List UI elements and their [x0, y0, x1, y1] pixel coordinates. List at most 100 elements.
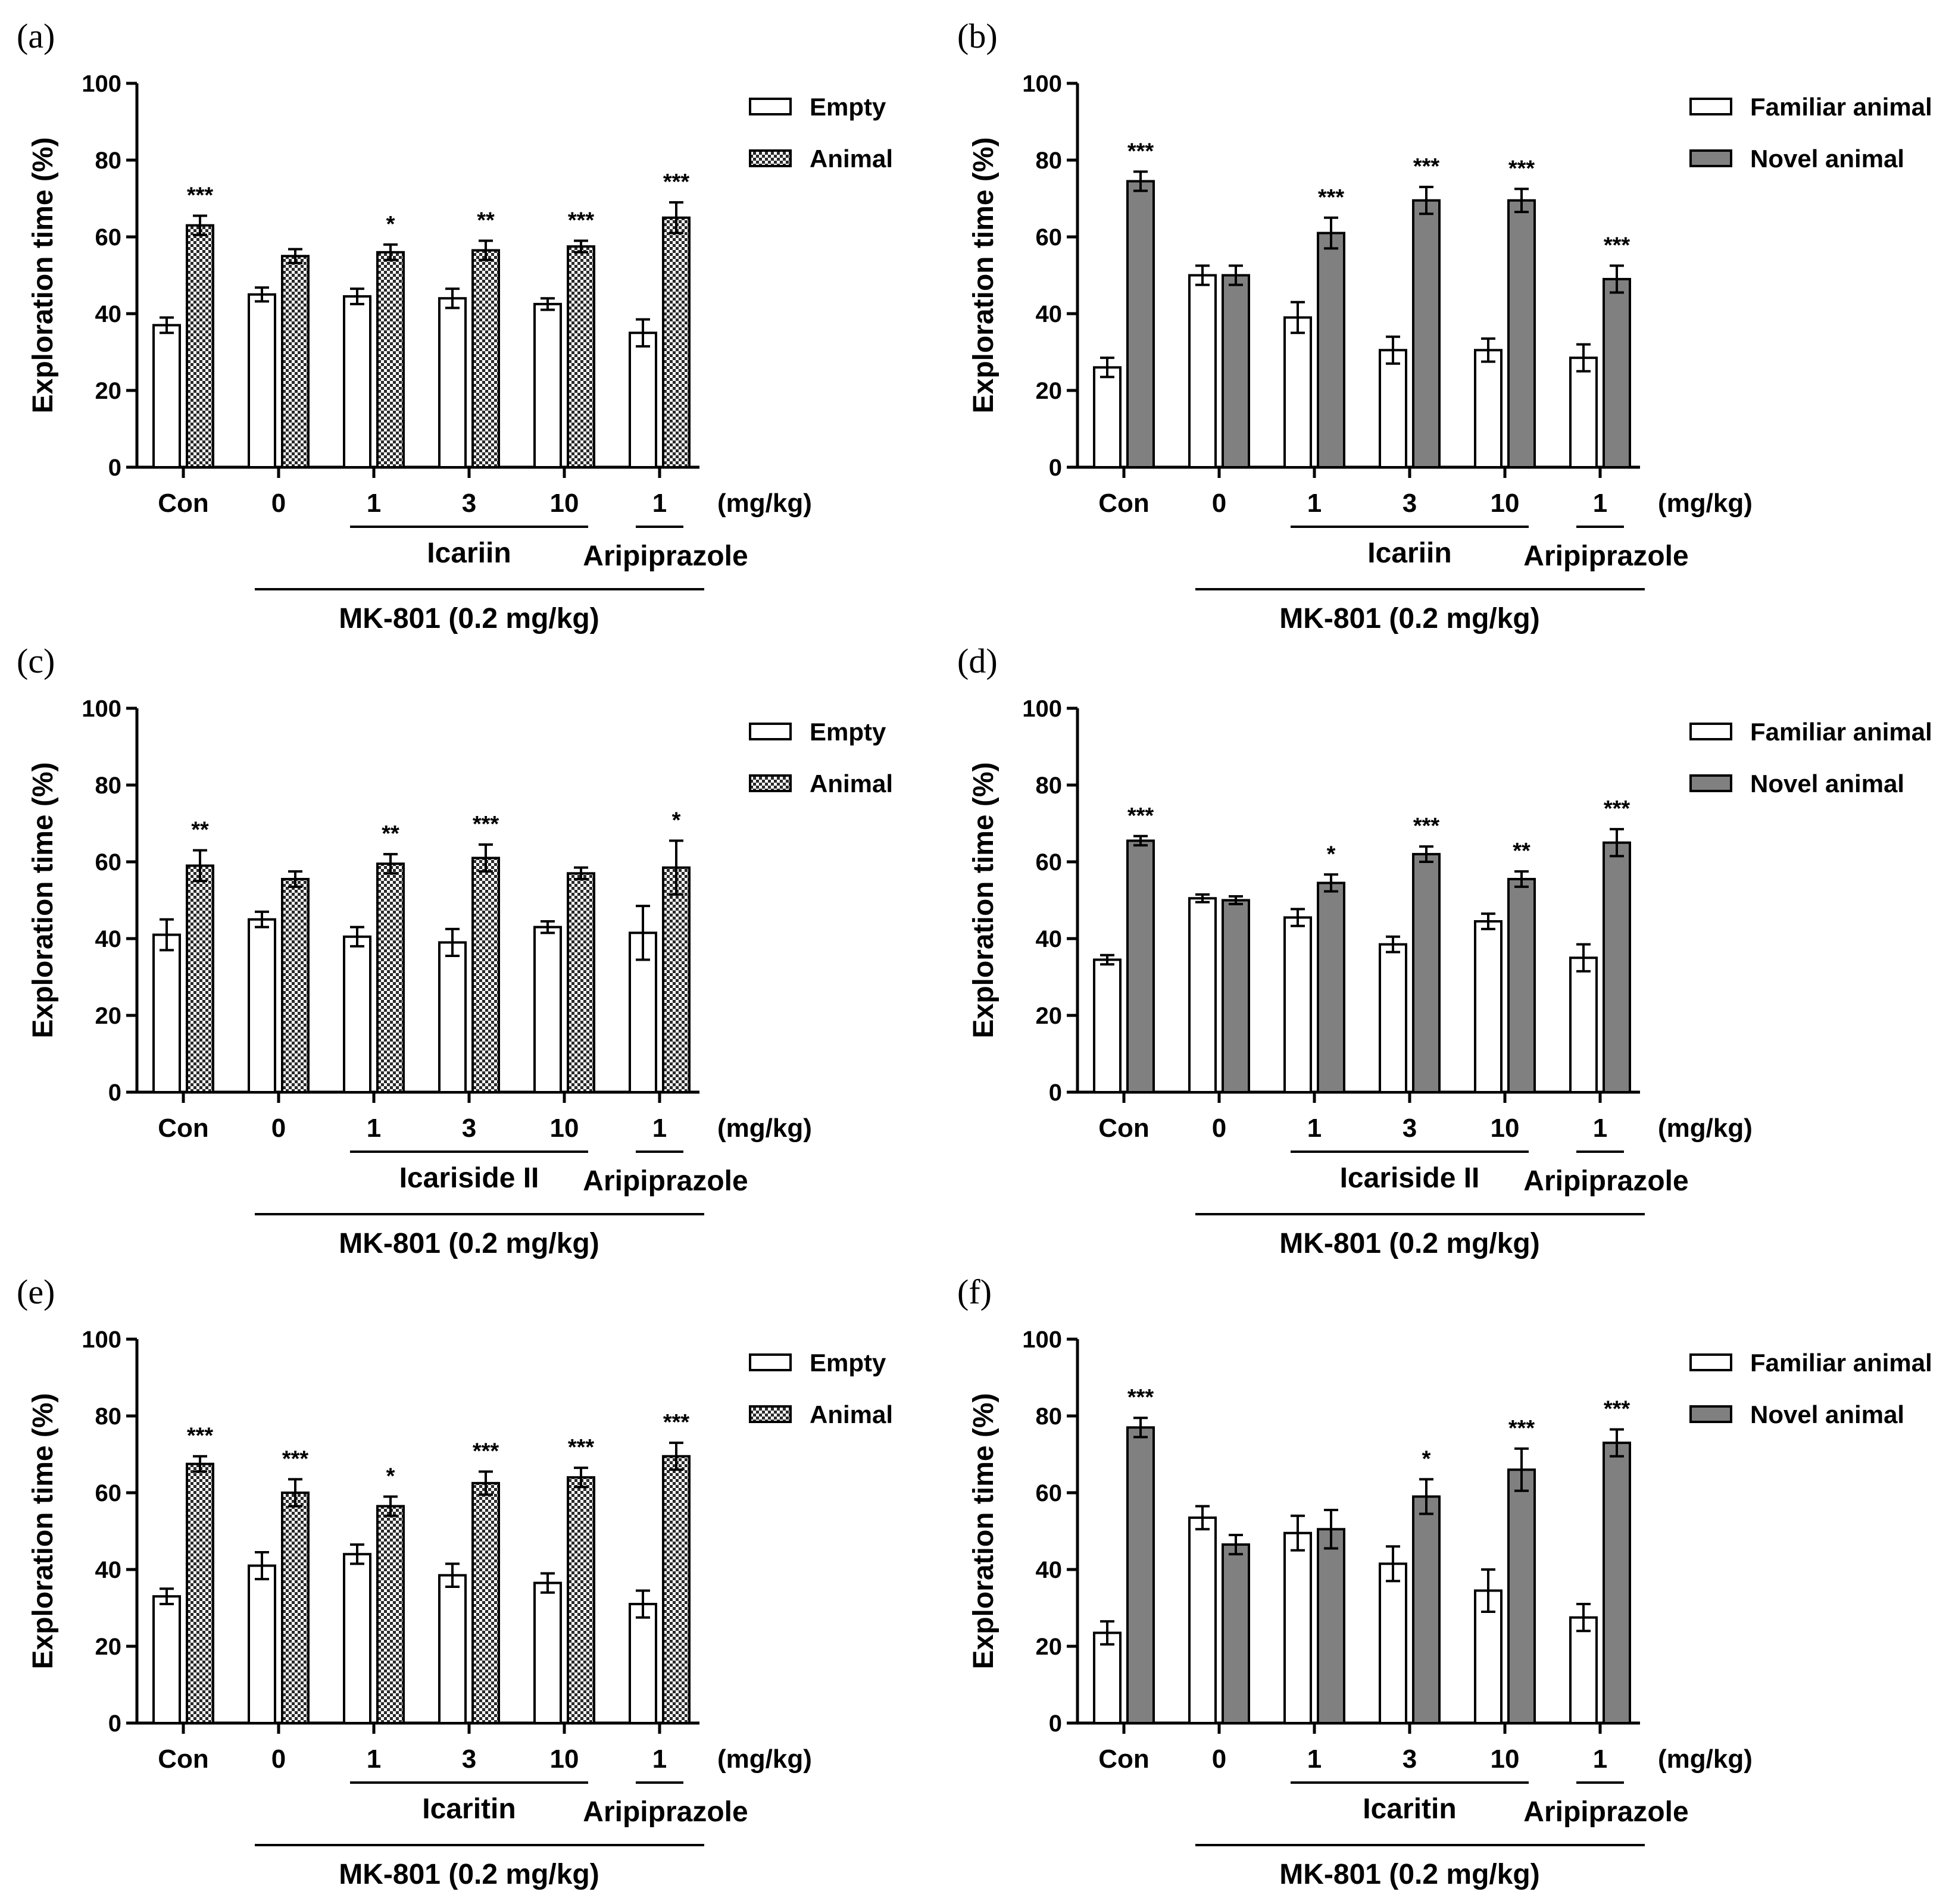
reference-drug-label: Aripiprazole — [1523, 1796, 1688, 1828]
unit-label: (mg/kg) — [1658, 489, 1753, 518]
bar — [1283, 1531, 1312, 1724]
x-tick-label: 0 — [1212, 1744, 1226, 1774]
panel-label: (c) — [17, 642, 55, 680]
bar — [1507, 878, 1536, 1093]
significance-marker: *** — [282, 1446, 309, 1471]
y-tick-label: 40 — [1036, 301, 1063, 327]
x-tick-label: 0 — [271, 1114, 286, 1143]
bar — [1317, 881, 1345, 1093]
mk801-label: MK-801 (0.2 mg/kg) — [1279, 603, 1539, 634]
bar — [662, 216, 691, 468]
bar — [281, 255, 310, 468]
bar — [1283, 916, 1312, 1093]
bar — [186, 1462, 214, 1724]
chart-a: (a) 0 20 40 60 80 100 Exploration time (%) Con 0 1… — [17, 17, 893, 634]
y-tick-label: 80 — [1036, 773, 1063, 799]
bar — [1222, 274, 1250, 468]
unit-label: (mg/kg) — [717, 1114, 812, 1143]
y-tick-label: 40 — [1036, 926, 1063, 952]
bar — [629, 1603, 657, 1724]
y-tick-label: 80 — [1036, 1403, 1063, 1430]
bar — [152, 324, 181, 468]
bar — [1507, 1468, 1536, 1724]
legend-label: Empty — [810, 1349, 886, 1377]
legend-label: Novel animal — [1750, 1400, 1904, 1428]
unit-label: (mg/kg) — [717, 489, 812, 518]
significance-marker: *** — [568, 208, 595, 233]
y-tick-label: 20 — [1036, 1634, 1063, 1660]
y-tick-label: 40 — [95, 301, 122, 327]
bar — [629, 332, 657, 468]
bar — [533, 302, 562, 468]
reference-drug-label: Aripiprazole — [1523, 1165, 1688, 1197]
x-tick-label: 3 — [462, 1114, 476, 1143]
drug-label: Icaritin — [422, 1793, 516, 1825]
significance-marker: ** — [477, 208, 495, 233]
bar — [1603, 841, 1631, 1093]
significance-marker: *** — [187, 1424, 214, 1449]
bar — [1412, 853, 1441, 1093]
y-tick-label: 80 — [95, 1403, 122, 1430]
significance-marker: *** — [1318, 185, 1345, 210]
x-tick-label: 0 — [271, 489, 286, 518]
y-tick-label: 20 — [95, 378, 122, 404]
x-tick-label: 10 — [550, 1744, 579, 1774]
y-tick-label: 20 — [1036, 1003, 1063, 1029]
bar — [1188, 1516, 1217, 1724]
significance-marker: *** — [1127, 1385, 1154, 1410]
y-tick-label: 0 — [108, 455, 121, 481]
bar — [1569, 357, 1598, 468]
x-tick-label: 1 — [652, 489, 667, 518]
y-tick-label: 60 — [1036, 224, 1063, 251]
legend-swatch — [749, 98, 792, 115]
x-tick-label: 3 — [1403, 1744, 1417, 1774]
legend-label: Novel animal — [1750, 770, 1904, 798]
y-tick-label: 60 — [95, 1480, 122, 1506]
panel-label: (a) — [17, 17, 55, 55]
y-tick-label: 100 — [82, 696, 121, 722]
y-axis-label: Exploration time (%) — [27, 1393, 59, 1669]
significance-marker: *** — [663, 1410, 690, 1435]
legend-label: Animal — [810, 145, 893, 173]
bar — [1222, 899, 1250, 1093]
y-tick-label: 0 — [1049, 455, 1062, 481]
x-tick-label: 10 — [550, 1114, 579, 1143]
bar — [567, 245, 595, 468]
bar — [533, 926, 562, 1093]
x-tick-label: 0 — [271, 1744, 286, 1774]
bar — [567, 1476, 595, 1724]
x-tick-label: 3 — [1403, 489, 1417, 518]
bar — [1093, 1631, 1122, 1724]
unit-label: (mg/kg) — [1658, 1114, 1753, 1143]
y-axis-label: Exploration time (%) — [27, 762, 59, 1038]
bar — [343, 935, 371, 1094]
bar — [186, 224, 214, 468]
y-tick-label: 40 — [95, 926, 122, 952]
bar — [1603, 1442, 1631, 1724]
x-tick-label: 1 — [367, 489, 381, 518]
bar — [471, 1481, 500, 1724]
y-axis-label: Exploration time (%) — [968, 137, 999, 413]
bar — [471, 249, 500, 468]
significance-marker: ** — [1513, 839, 1530, 864]
bar — [1126, 180, 1155, 468]
y-tick-label: 20 — [95, 1634, 122, 1660]
panel-label: (f) — [957, 1273, 992, 1311]
bar — [1379, 1562, 1407, 1724]
chart-d: (d) 0 20 40 60 80 100 Exploration time (%) Con 0 1… — [957, 642, 1932, 1259]
legend-label: Familiar animal — [1750, 718, 1932, 746]
bar — [1474, 920, 1503, 1093]
bar — [343, 1553, 371, 1724]
y-tick-label: 0 — [1049, 1080, 1062, 1106]
reference-drug-label: Aripiprazole — [583, 1165, 748, 1197]
y-tick-label: 20 — [95, 1003, 122, 1029]
drug-label: Icariside II — [1340, 1162, 1480, 1194]
panel-a: (a) 0 20 40 60 80 100 Exploration time (%) Con 0 1… — [0, 0, 973, 634]
x-tick-label: 1 — [1307, 489, 1322, 518]
panel-e: (e) 0 20 40 60 80 100 Exploration time (%) Con 0 1… — [0, 1256, 973, 1890]
significance-marker: *** — [1508, 1416, 1535, 1441]
panel-label: (e) — [17, 1273, 55, 1311]
mk801-label: MK-801 (0.2 mg/kg) — [339, 603, 599, 634]
bar — [281, 878, 310, 1093]
legend-label: Empty — [810, 718, 886, 746]
